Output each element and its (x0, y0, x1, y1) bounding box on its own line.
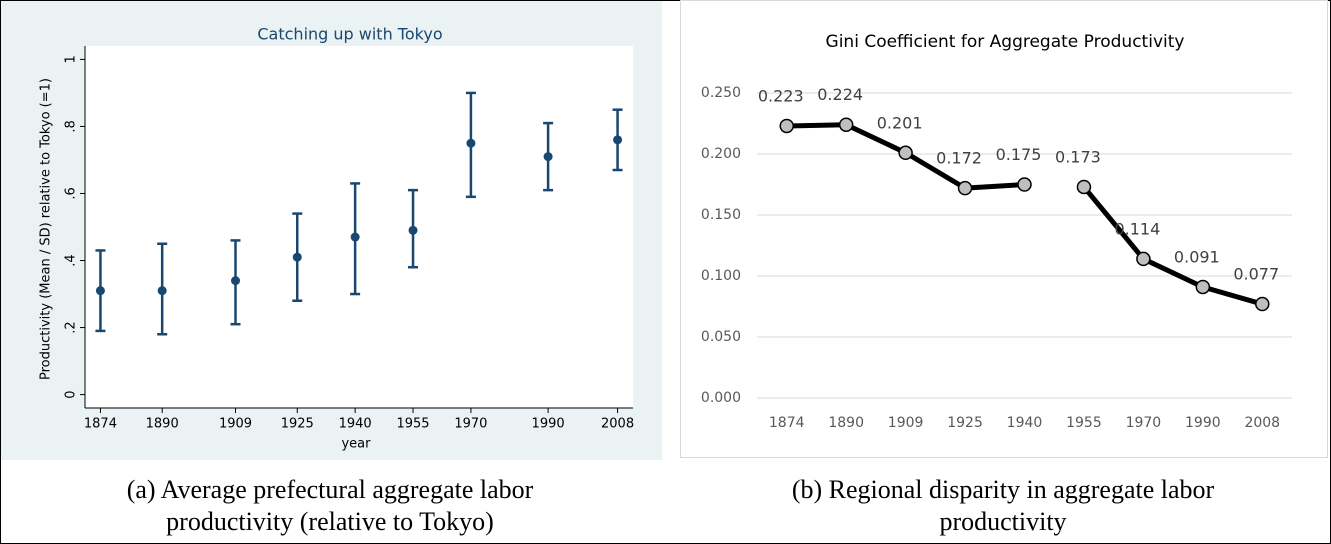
data-label: 0.114 (1114, 219, 1160, 238)
y-tick-label: 0.100 (701, 268, 741, 284)
chart-a: Catching up with Tokyo year Productivity… (1, 1, 662, 460)
point (466, 138, 476, 148)
caption: (a) Average prefectural aggregate labor (127, 475, 534, 504)
point (1195, 279, 1211, 295)
point (95, 286, 105, 296)
x-tick-label: 1990 (1185, 415, 1221, 431)
y-tick-label: .4 (64, 254, 79, 266)
data-label: 0.224 (817, 85, 863, 104)
point (408, 225, 418, 235)
y-tick-label: .8 (64, 120, 79, 132)
chart-b: Gini Coefficient for Aggregate Productiv… (680, 0, 1328, 458)
x-axis-title: year (341, 437, 371, 452)
x-tick-label: 2008 (1244, 415, 1280, 431)
caption: productivity (939, 507, 1066, 536)
data-label: 0.077 (1233, 265, 1279, 284)
point (838, 117, 854, 132)
data-label: 0.172 (936, 149, 982, 168)
y-tick-label: 0.050 (701, 329, 741, 345)
x-tick-label: 1890 (146, 417, 179, 432)
point (292, 252, 302, 262)
point (1076, 179, 1092, 195)
point (1255, 296, 1270, 312)
x-tick-label: 1909 (219, 417, 252, 432)
y-tick-label: .2 (64, 321, 79, 333)
x-tick-label: 1955 (396, 417, 429, 432)
line (1082, 185, 1263, 307)
data-label: 0.223 (758, 86, 804, 105)
data-label: 0.175 (996, 145, 1042, 164)
y-tick-label: 1 (64, 55, 79, 63)
chart-border (680, 0, 1328, 458)
y-tick-label: 0.000 (701, 390, 741, 406)
y-tick-label: 0.250 (701, 85, 741, 101)
y-axis-title: Productivity (Mean / SD) relative to Tok… (39, 78, 54, 380)
data-label: 0.201 (877, 113, 923, 132)
x-tick-label: 1874 (84, 417, 117, 432)
y-tick-label: 0.200 (701, 146, 741, 162)
point (543, 152, 553, 162)
point (350, 232, 360, 242)
x-tick-label: 1940 (339, 417, 372, 432)
x-tick-label: 1970 (1126, 415, 1162, 431)
y-tick-label: 0.150 (701, 207, 741, 223)
caption: (b) Regional disparity in aggregate labo… (792, 475, 1215, 504)
chart-title: Catching up with Tokyo (257, 25, 442, 44)
point (1017, 177, 1032, 192)
x-tick-label: 1940 (1007, 415, 1043, 431)
x-tick-label: 1909 (888, 415, 924, 431)
point (1136, 251, 1151, 267)
point (231, 276, 241, 286)
point (957, 180, 973, 196)
x-tick-label: 2008 (601, 417, 634, 432)
point (898, 145, 913, 161)
data-label: 0.091 (1174, 247, 1220, 266)
caption: productivity (relative to Tokyo) (166, 507, 494, 536)
x-tick-label: 1970 (454, 417, 487, 432)
plot-area (85, 46, 633, 408)
x-tick-label: 1955 (1066, 415, 1102, 431)
point (157, 286, 167, 296)
chart-title: Gini Coefficient for Aggregate Productiv… (826, 32, 1185, 52)
y-tick-label: .6 (64, 187, 79, 199)
y-tick-label: 0 (64, 390, 79, 398)
x-tick-label: 1874 (769, 415, 805, 431)
x-tick-label: 1890 (828, 415, 864, 431)
point (613, 135, 623, 145)
data-label: 0.173 (1055, 147, 1101, 166)
x-tick-label: 1925 (947, 415, 983, 431)
x-tick-label: 1990 (532, 417, 565, 432)
x-tick-label: 1925 (281, 417, 314, 432)
point (779, 118, 794, 134)
